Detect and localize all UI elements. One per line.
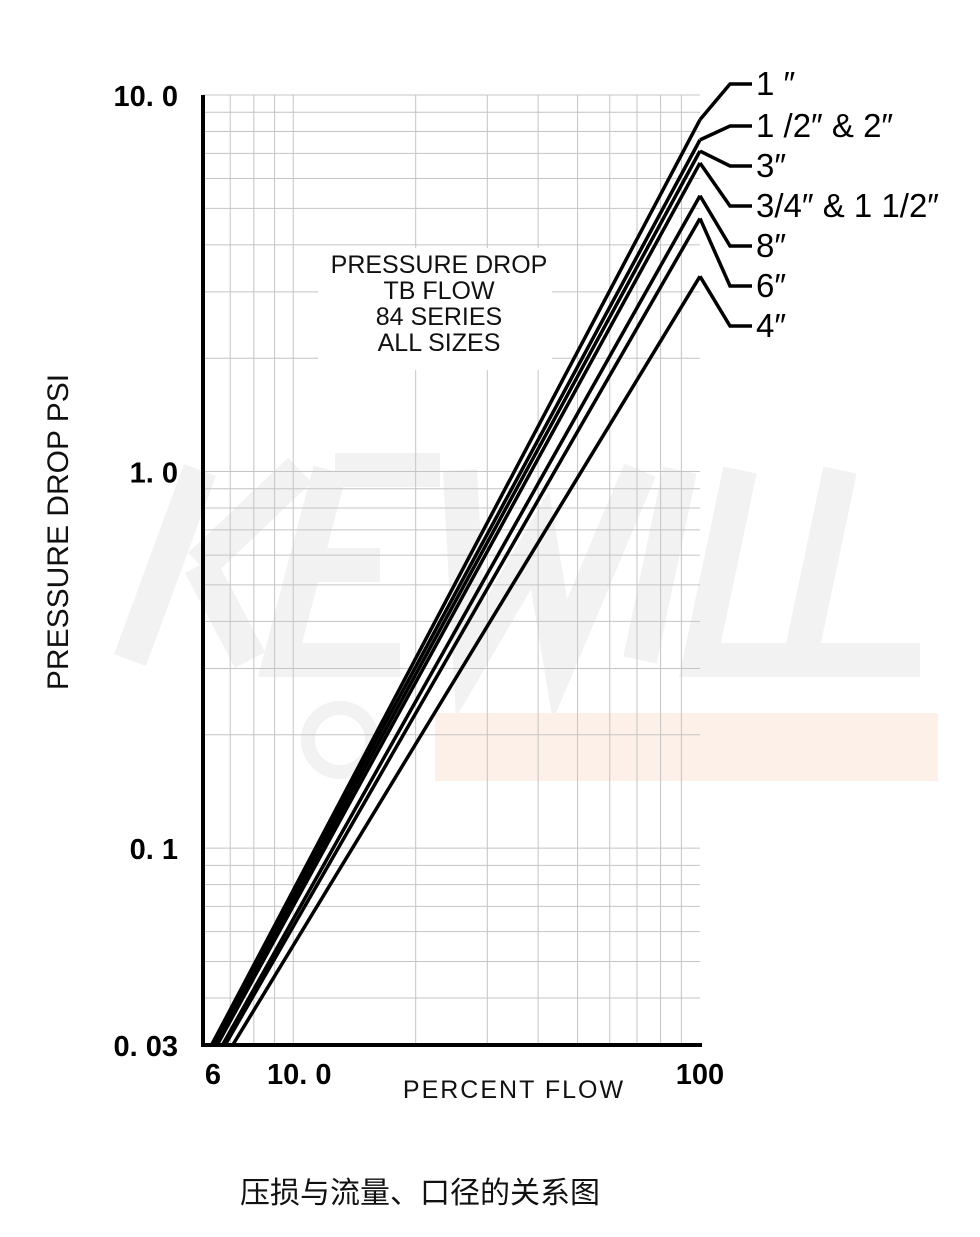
y-axis-label: PRESSURE DROP PSI [42, 374, 75, 690]
y-tick-label: 0. 03 [114, 1031, 179, 1063]
watermark-stroke [188, 457, 312, 578]
series-line [231, 275, 702, 1046]
series-label: 6″ [756, 267, 786, 304]
series-leader-line [698, 275, 752, 328]
y-tick-label: 1. 0 [130, 458, 178, 490]
series-line [223, 217, 702, 1046]
watermark-band [435, 713, 938, 781]
series-line [220, 194, 702, 1046]
watermark-stroke [114, 464, 216, 666]
series-line [210, 139, 702, 1046]
chart-caption: 压损与流量、口径的关系图 [240, 1176, 600, 1211]
series-label: 1 ″ [756, 65, 796, 102]
series-label: 3/4″ & 1 1/2″ [756, 187, 939, 224]
watermark-stroke [184, 557, 266, 668]
watermark-stroke [623, 466, 697, 664]
annotation-line: TB FLOW [383, 277, 495, 305]
x-tick-label: 10. 0 [267, 1059, 332, 1091]
x-tick-label: 100 [676, 1059, 724, 1091]
annotation-box [318, 248, 552, 370]
watermark-stroke [257, 465, 400, 677]
series-leader-line [699, 149, 752, 168]
series-label: 3″ [756, 147, 786, 184]
annotation-line: PRESSURE DROP [331, 251, 548, 279]
y-tick-label: 0. 1 [130, 834, 178, 866]
series-leader-line [698, 217, 752, 288]
annotation-line: 84 SERIES [376, 303, 502, 331]
series-leader-line [698, 194, 752, 248]
watermark-stroke [779, 466, 920, 677]
series-leader-line [698, 82, 752, 121]
y-tick-label: 10. 0 [114, 81, 179, 113]
series-label: 1 /2″ & 2″ [756, 107, 893, 144]
series-label: 8″ [756, 227, 786, 264]
watermark-stroke [679, 466, 800, 677]
series-line [215, 162, 702, 1046]
series-label: 4″ [756, 307, 786, 344]
x-axis-label: PERCENT FLOW [403, 1076, 625, 1104]
series-leader-line [698, 161, 752, 208]
series-leader-line [699, 124, 752, 142]
series-line [212, 150, 702, 1046]
annotation-line: ALL SIZES [378, 329, 501, 357]
x-tick-label: 6 [205, 1059, 221, 1091]
